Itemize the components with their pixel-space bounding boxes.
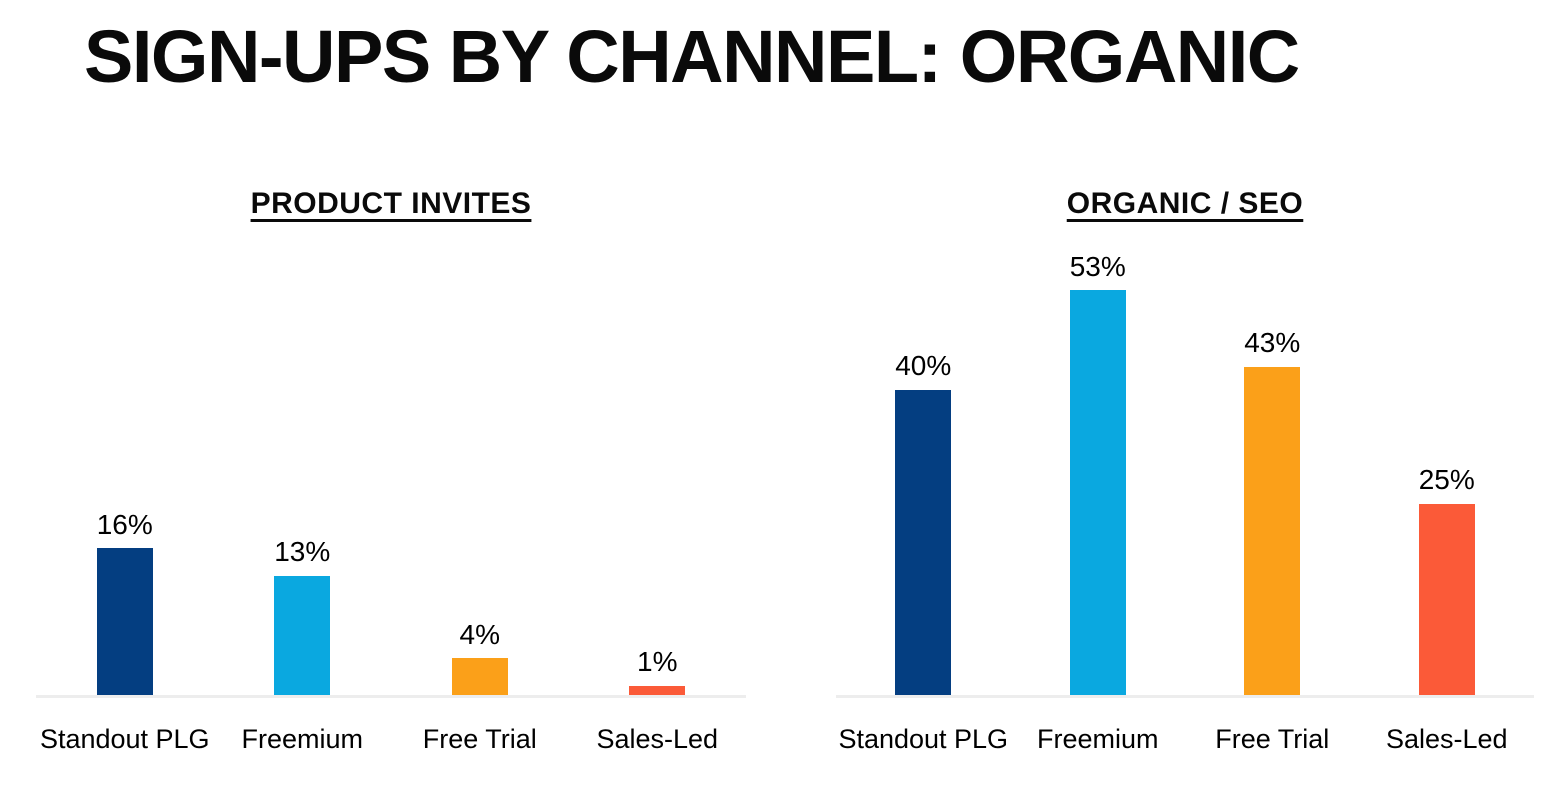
value-label-free-trial: 43% bbox=[1244, 326, 1301, 358]
value-label-freemium: 13% bbox=[274, 536, 331, 568]
bar-column-standout-plg: 40% bbox=[836, 240, 1011, 695]
chart-subtitle-organic-seo: ORGANIC / SEO bbox=[1066, 187, 1304, 220]
value-label-free-trial: 4% bbox=[459, 618, 500, 650]
value-label-standout-plg: 16% bbox=[96, 508, 153, 540]
category-label-sales-led: Sales-Led bbox=[1385, 724, 1508, 754]
category-label-freemium: Freemium bbox=[241, 724, 363, 754]
bar-freemium bbox=[1069, 290, 1126, 695]
bar-column-sales-led: 1% bbox=[569, 240, 747, 695]
category-label-free-trial: Free Trial bbox=[1215, 724, 1330, 754]
category-label-standout-plg: Standout PLG bbox=[39, 724, 210, 754]
category-label-sales-led: Sales-Led bbox=[596, 724, 719, 754]
bar-free-trial bbox=[451, 658, 508, 695]
bar-column-sales-led: 25% bbox=[1360, 240, 1535, 695]
bar-column-freemium: 13% bbox=[214, 240, 392, 695]
category-label-standout-plg: Standout PLG bbox=[838, 724, 1009, 754]
bar-standout-plg bbox=[96, 548, 153, 695]
category-label-free-trial: Free Trial bbox=[422, 724, 537, 754]
bar-column-free-trial: 4% bbox=[391, 240, 569, 695]
bar-free-trial bbox=[1244, 366, 1301, 695]
bar-standout-plg bbox=[895, 389, 952, 695]
value-label-freemium: 53% bbox=[1069, 250, 1126, 282]
bar-column-freemium: 53% bbox=[1011, 240, 1186, 695]
page-title: SIGN-UPS BY CHANNEL: ORGANIC bbox=[84, 15, 1300, 98]
bar-sales-led bbox=[1418, 504, 1475, 695]
value-label-sales-led: 1% bbox=[637, 646, 678, 678]
bar-sales-led bbox=[629, 685, 686, 695]
plot-area-product-invites: 16% 13% 4% 1% bbox=[36, 240, 746, 698]
bar-column-free-trial: 43% bbox=[1185, 240, 1360, 695]
value-label-standout-plg: 40% bbox=[895, 349, 952, 381]
bar-column-standout-plg: 16% bbox=[36, 240, 214, 695]
plot-area-organic-seo: 40% 53% 43% 25% bbox=[836, 240, 1534, 698]
x-axis-labels-product-invites: Standout PLG Freemium Free Trial Sales-Led bbox=[36, 698, 746, 755]
chart-product-invites: PRODUCT INVITES 16% 13% 4% 1% Standout PLG F… bbox=[36, 186, 746, 755]
bar-freemium bbox=[274, 575, 331, 695]
value-label-sales-led: 25% bbox=[1418, 464, 1475, 496]
category-label-freemium: Freemium bbox=[1036, 724, 1159, 754]
chart-organic-seo: ORGANIC / SEO 40% 53% 43% 25% Standout PLG F… bbox=[836, 186, 1534, 755]
chart-subtitle-product-invites: PRODUCT INVITES bbox=[250, 187, 532, 220]
x-axis-labels-organic-seo: Standout PLG Freemium Free Trial Sales-Led bbox=[836, 698, 1534, 755]
